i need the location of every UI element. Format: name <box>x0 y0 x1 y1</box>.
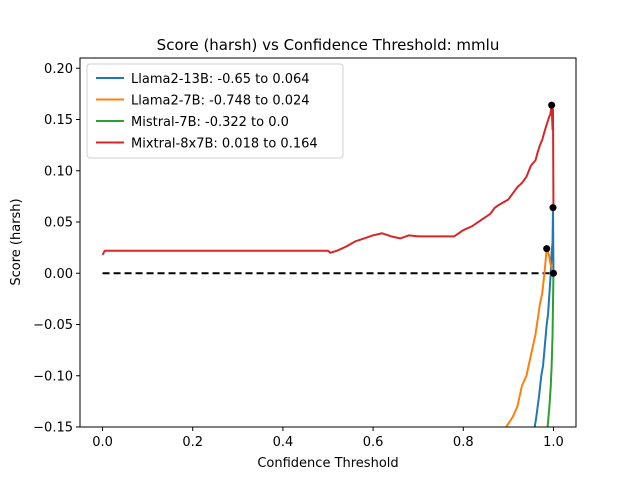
series-line-3 <box>546 273 555 427</box>
x-tick-label: 0.8 <box>453 435 474 450</box>
legend-label-1: Llama2-13B: -0.65 to 0.064 <box>131 72 310 87</box>
marker-point-4 <box>549 269 557 277</box>
y-tick-label: 0.20 <box>44 62 73 77</box>
legend-box <box>86 63 344 159</box>
x-tick-label: 1.0 <box>543 435 564 450</box>
x-tick-label: 0.2 <box>182 435 203 450</box>
legend-label-3: Mistral-7B: -0.322 to 0.0 <box>131 115 289 130</box>
y-tick-label: 0.10 <box>44 164 73 179</box>
x-tick-label: 0.6 <box>363 435 384 450</box>
series-line-4 <box>101 104 555 256</box>
y-tick-label: 0.15 <box>44 113 73 128</box>
series-line-2 <box>504 247 555 427</box>
legend-label-4: Mixtral-8x7B: 0.018 to 0.164 <box>131 137 318 152</box>
marker-point-1 <box>543 245 551 253</box>
y-tick-label: 0.00 <box>44 267 73 282</box>
y-tick-label: −0.15 <box>33 421 73 436</box>
plot-area <box>79 57 577 428</box>
x-axis-label: Confidence Threshold <box>257 456 398 471</box>
x-tick-label: 0.0 <box>92 435 113 450</box>
legend: Llama2-13B: -0.65 to 0.064 Llama2-7B: -0.… <box>86 63 344 159</box>
series-line-1 <box>533 206 555 427</box>
y-axis: −0.15 −0.10 −0.05 0.00 0.05 0.10 0.15 0.20 <box>33 62 80 436</box>
plot-frame <box>79 57 577 428</box>
y-tick-label: −0.10 <box>33 369 73 384</box>
y-tick-label: 0.05 <box>44 216 73 231</box>
y-axis-label: Score (harsh) <box>9 198 24 285</box>
x-tick-label: 0.4 <box>273 435 294 450</box>
x-axis: 0.0 0.2 0.4 0.6 0.8 1.0 <box>92 427 564 450</box>
marker-point-2 <box>549 204 557 212</box>
chart-title: Score (harsh) vs Confidence Threshold: m… <box>157 36 500 54</box>
marker-point-3 <box>548 101 556 109</box>
legend-label-2: Llama2-7B: -0.748 to 0.024 <box>131 94 310 109</box>
y-tick-label: −0.05 <box>33 318 73 333</box>
plot-clip-group <box>101 101 557 427</box>
